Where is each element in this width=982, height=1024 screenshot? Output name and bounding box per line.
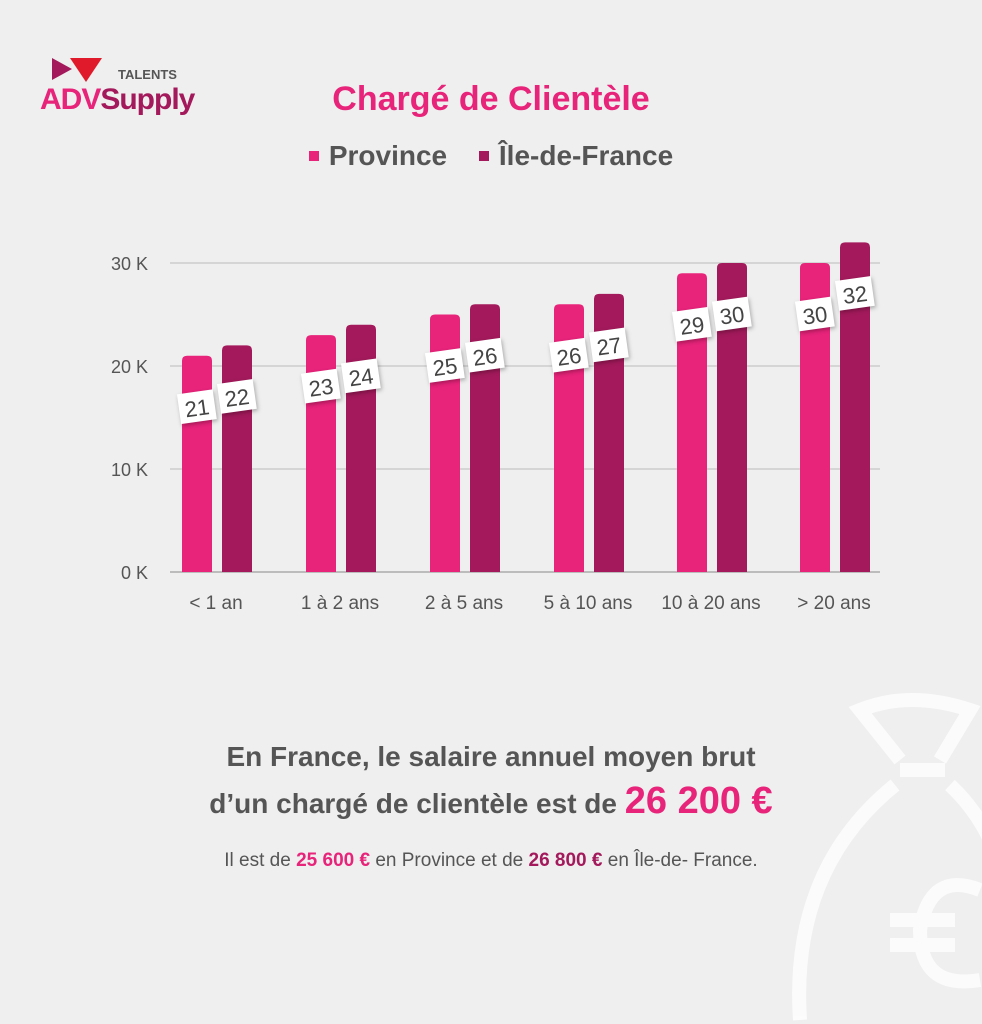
data-label-text: 25 [431,353,459,381]
bar-province [677,273,707,572]
data-label: 26 [548,337,589,373]
data-label: 30 [711,296,752,332]
legend-item-province: Province [308,140,448,171]
data-label: 24 [340,358,381,394]
logo-wordmark: ADV Supply [40,83,195,116]
bar-province [800,263,830,572]
x-tick-label: < 1 an [189,593,242,614]
legend-swatch-idf [478,151,489,161]
average-salary: 26 200 € [624,780,773,822]
legend: Province Île-de-France [0,140,982,172]
data-label-box [588,327,629,363]
data-label: 25 [424,348,465,383]
data-label-text: 30 [801,301,829,329]
data-label-text: 29 [678,312,706,340]
data-label-box [834,276,875,311]
logo-text-adv: ADV [40,83,101,116]
x-tick-label: > 20 ans [797,593,870,614]
data-label-text: 26 [555,343,583,371]
legend-swatch-province [308,151,319,161]
data-label-box [671,306,712,342]
data-label-text: 26 [471,343,499,371]
data-label-text: 23 [307,374,335,402]
headline-line1: En France, le salaire annuel moyen brut [226,741,756,772]
legend-label: Province [328,140,448,171]
y-tick-label: 20 K [111,357,148,377]
data-label-box [300,368,341,404]
chart-title: Chargé de Clientèle [332,80,650,118]
data-label: 29 [671,306,712,342]
headline-line2: d’un chargé de clientèle est de 26 200 € [0,779,982,826]
bar-idf [594,293,624,572]
bar-idf [717,263,747,572]
data-label-box [176,389,217,425]
y-tick-label: 0 K [121,563,148,583]
x-tick-label: 5 à 10 ans [544,593,633,614]
headline-text: d’un chargé de clientèle est de [209,788,625,819]
data-label-box [216,379,257,414]
data-label-text: 22 [223,384,251,412]
y-tick-label: 10 K [111,460,148,480]
sub-text: en Province et de [370,850,529,871]
x-tick-label: 10 à 20 ans [661,593,760,614]
data-label-box [711,296,752,332]
data-label: 32 [834,276,875,311]
data-label-text: 30 [718,301,746,329]
data-label: 30 [794,296,835,332]
bar-province [182,355,212,572]
bar-idf [222,345,252,572]
logo-tagline: TALENTS [118,67,177,82]
x-tick-label: 1 à 2 ans [301,593,379,614]
data-label-text: 21 [183,394,211,422]
money-bag-icon [792,693,982,1021]
data-label-text: 24 [347,363,375,391]
idf-salary: 26 800 € [528,850,603,871]
bar-chart: 0 K 10 K 20 K 30 K < 1 an 21 22 1 à 2 ans 23 24 2 … [111,242,880,614]
data-label-box [794,296,835,332]
bar-idf [840,242,870,572]
legend-label: Île-de-France [498,140,674,171]
province-salary: 25 600 € [296,850,371,871]
data-label: 22 [216,379,257,414]
sub-text: Il est de [224,850,297,871]
data-label-text: 32 [841,281,869,309]
sub-text: en Île-de- France. [602,850,758,871]
data-label-box [464,337,505,373]
y-tick-label: 30 K [111,254,148,274]
data-label-box [424,348,465,383]
headline: En France, le salaire annuel moyen brut … [0,735,982,826]
legend-item-idf: Île-de-France [478,140,674,171]
data-label-box [340,358,381,394]
data-label: 26 [464,337,505,373]
logo-mark-icon [52,58,102,82]
data-label: 27 [588,327,629,363]
data-label-box [548,337,589,373]
logo-text-supply: Supply [100,83,195,116]
data-label: 23 [300,368,341,404]
x-tick-label: 2 à 5 ans [425,593,503,614]
subtext: Il est de 25 600 € en Province et de 26 … [0,850,982,872]
data-label: 21 [176,389,217,425]
logo: TALENTS ADV Supply [40,56,220,126]
data-label-text: 27 [595,332,623,360]
